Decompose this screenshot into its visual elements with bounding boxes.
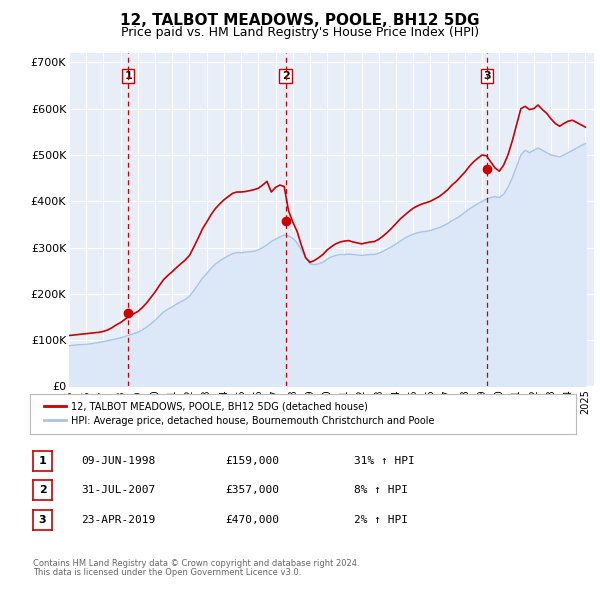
Text: 2: 2: [39, 486, 46, 495]
Legend: 12, TALBOT MEADOWS, POOLE, BH12 5DG (detached house), HPI: Average price, detach: 12, TALBOT MEADOWS, POOLE, BH12 5DG (det…: [40, 398, 439, 430]
Text: 23-APR-2019: 23-APR-2019: [81, 515, 155, 525]
Text: Price paid vs. HM Land Registry's House Price Index (HPI): Price paid vs. HM Land Registry's House …: [121, 26, 479, 39]
Text: 1: 1: [124, 71, 132, 81]
Text: 31% ↑ HPI: 31% ↑ HPI: [354, 456, 415, 466]
Text: 12, TALBOT MEADOWS, POOLE, BH12 5DG: 12, TALBOT MEADOWS, POOLE, BH12 5DG: [120, 13, 480, 28]
Text: 2: 2: [281, 71, 289, 81]
Text: 1: 1: [39, 456, 46, 466]
Text: 31-JUL-2007: 31-JUL-2007: [81, 486, 155, 495]
Text: Contains HM Land Registry data © Crown copyright and database right 2024.: Contains HM Land Registry data © Crown c…: [33, 559, 359, 568]
Text: This data is licensed under the Open Government Licence v3.0.: This data is licensed under the Open Gov…: [33, 568, 301, 577]
Text: 3: 3: [484, 71, 491, 81]
Text: 8% ↑ HPI: 8% ↑ HPI: [354, 486, 408, 495]
Text: £159,000: £159,000: [225, 456, 279, 466]
Text: £470,000: £470,000: [225, 515, 279, 525]
Text: 2% ↑ HPI: 2% ↑ HPI: [354, 515, 408, 525]
Text: £357,000: £357,000: [225, 486, 279, 495]
Text: 09-JUN-1998: 09-JUN-1998: [81, 456, 155, 466]
Text: 3: 3: [39, 515, 46, 525]
